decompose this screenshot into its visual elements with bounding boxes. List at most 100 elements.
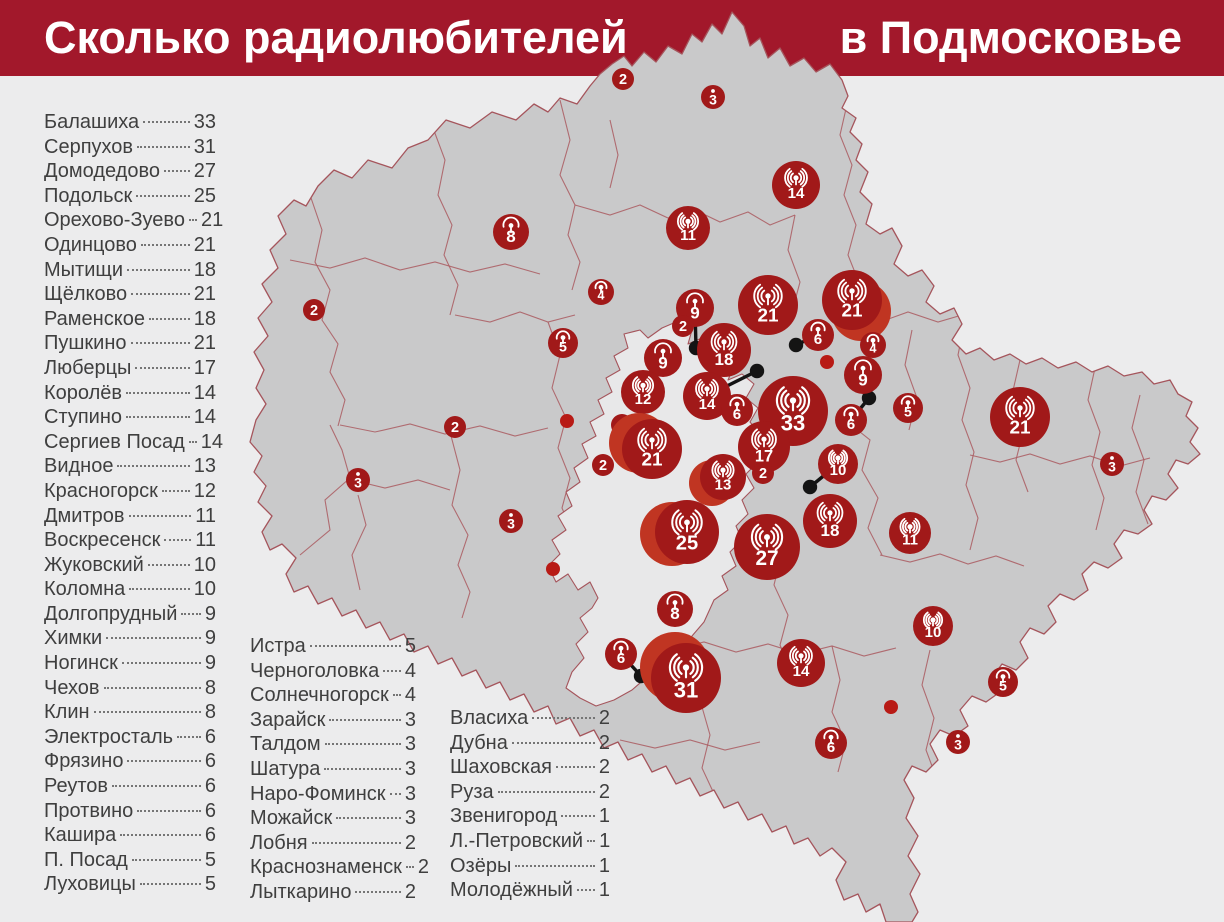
bubble-value: 2 <box>451 420 459 436</box>
legend-item: Долгопрудный 9 <box>44 602 216 627</box>
legend-item: Клин 8 <box>44 700 216 725</box>
radio-antenna-icon <box>729 396 745 412</box>
legend-item: Молодёжный 1 <box>450 878 610 903</box>
bubble-circle <box>672 315 694 337</box>
legend-city-count: 5 <box>204 848 216 871</box>
map-bubble: 4 <box>588 279 614 305</box>
legend-item: П. Посад 5 <box>44 848 216 873</box>
bubble-circle <box>592 454 614 476</box>
legend-city-count: 1 <box>599 829 611 852</box>
legend-city-count: 3 <box>404 757 416 780</box>
bubble-value: 9 <box>858 371 867 390</box>
legend-city-name: Кашира <box>44 824 117 847</box>
legend-dotted-leader <box>497 790 595 793</box>
bubble-value: 6 <box>827 739 835 756</box>
bubble-value: 18 <box>715 350 734 369</box>
legend-item: Люберцы 17 <box>44 356 216 381</box>
bubble-value: 27 <box>755 547 778 570</box>
legend-city-count: 18 <box>193 307 216 330</box>
legend-secondary: Истра 5 Черноголовка 4 Солнечногорск 4 Зарайск… <box>250 634 429 905</box>
bubble-value: 6 <box>814 331 822 348</box>
map-bubble: 8 <box>657 591 693 627</box>
legend-item: Истра 5 <box>250 634 416 659</box>
legend-item: Чехов 8 <box>44 676 216 701</box>
legend-item: Королёв 14 <box>44 381 216 406</box>
bubble-value: 5 <box>904 404 912 420</box>
bubble-circle <box>444 416 466 438</box>
legend-primary: Балашиха 33 Серпухов 31 Домодедово 27 Подольск… <box>44 110 223 897</box>
legend-dotted-leader <box>161 489 190 492</box>
map-bubble: 6 <box>721 394 753 426</box>
legend-item: Домодедово 27 <box>44 159 216 184</box>
bubble-value: 3 <box>954 737 962 753</box>
bubble-value: 18 <box>821 521 840 540</box>
legend-item: Л.-Петровский 1 <box>450 829 610 854</box>
legend-dotted-leader <box>120 834 201 837</box>
legend-dotted-leader <box>324 767 401 770</box>
radio-antenna-icon <box>843 406 859 422</box>
legend-city-name: П. Посад <box>44 848 128 871</box>
legend-item: Балашиха 33 <box>44 110 216 135</box>
map-bubble: 31 <box>640 632 721 713</box>
bubble-value: 4 <box>870 341 877 355</box>
bubble-value: 3 <box>354 475 362 491</box>
bubble-value: 9 <box>690 304 699 323</box>
page-title: Сколько радиолюбителей <box>44 12 628 63</box>
legend-dotted-leader <box>127 760 201 763</box>
bubble-value: 14 <box>793 663 810 680</box>
map-bubble: 2 <box>592 454 614 476</box>
radio-antenna-icon <box>502 216 520 234</box>
legend-dotted-leader <box>511 741 595 744</box>
legend-item: Черноголовка 4 <box>250 659 416 684</box>
legend-city-name: Раменское <box>44 307 145 330</box>
antenna-dot-icon <box>956 734 960 738</box>
bubble-value: 10 <box>925 624 942 641</box>
legend-city-name: Пушкино <box>44 332 127 355</box>
legend-city-count: 27 <box>193 160 216 183</box>
map-bubble: 10 <box>913 606 953 646</box>
map-bubble: 9 <box>844 356 882 394</box>
bubble-value: 6 <box>847 416 855 433</box>
legend-city-name: Реутов <box>44 775 109 798</box>
legend-item: Шатура 3 <box>250 757 416 782</box>
legend-dotted-leader <box>106 637 201 640</box>
legend-item: Протвино 6 <box>44 799 216 824</box>
radio-antenna-icon <box>899 517 921 536</box>
legend-item: Солнечногорск 4 <box>250 683 416 708</box>
radio-antenna-icon <box>654 342 672 360</box>
legend-item: Шаховская 2 <box>450 755 610 780</box>
map-bubble: 4 <box>860 332 886 358</box>
legend-item: Ногинск 9 <box>44 651 216 676</box>
bubble-circle <box>346 468 370 492</box>
legend-dotted-leader <box>181 612 201 615</box>
legend-city-count: 9 <box>204 602 216 625</box>
legend-dotted-leader <box>555 766 595 769</box>
legend-city-count: 2 <box>598 780 610 803</box>
legend-city-name: Дмитров <box>44 504 125 527</box>
legend-city-count: 14 <box>200 430 224 453</box>
legend-dotted-leader <box>309 645 401 647</box>
legend-city-count: 6 <box>204 775 216 798</box>
legend-city-name: Талдом <box>250 733 321 756</box>
bubble-value: 8 <box>670 604 679 623</box>
legend-item: Красногорск 12 <box>44 479 216 504</box>
bubble-value: 25 <box>676 533 698 555</box>
antenna-dot-icon <box>1110 456 1114 460</box>
radio-antenna-icon <box>837 278 867 304</box>
map-bubble: 6 <box>802 319 834 351</box>
radio-antenna-icon <box>775 386 811 415</box>
radio-antenna-icon <box>594 280 608 294</box>
radio-antenna-icon <box>555 330 571 345</box>
legend-item: Пушкино 21 <box>44 331 216 356</box>
legend-city-name: Дубна <box>450 731 508 754</box>
legend-dotted-leader <box>383 669 401 672</box>
map-bubble: 9 <box>644 339 682 377</box>
map-bubble: 2 <box>303 299 325 321</box>
legend-city-name: Протвино <box>44 799 134 822</box>
legend-city-count: 9 <box>204 652 216 675</box>
bubble-value: 13 <box>715 477 732 494</box>
legend-dotted-leader <box>140 243 190 246</box>
legend-dotted-leader <box>131 293 190 296</box>
connector-dot <box>749 363 765 379</box>
